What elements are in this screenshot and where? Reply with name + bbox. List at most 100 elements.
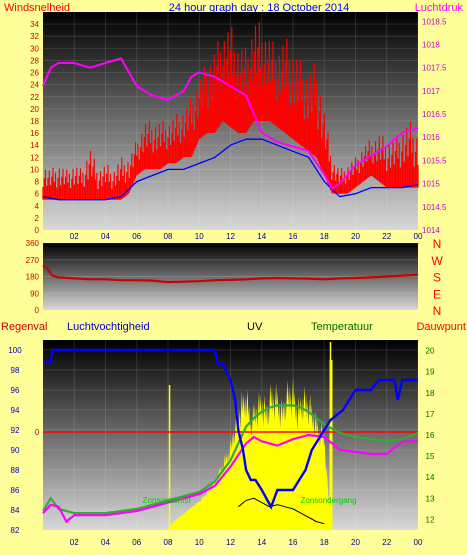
climate-time-tick-label: 06 — [132, 538, 141, 547]
wind-average-series — [42, 138, 419, 201]
pressure-tick-label: 1016 — [422, 133, 440, 142]
humidity-tick-label: 94 — [11, 406, 20, 415]
humidity-tick-label: 82 — [11, 526, 20, 535]
climate-series — [42, 342, 419, 530]
pressure-series — [42, 57, 419, 190]
sunrise-label: Zonsopkomst — [143, 496, 192, 505]
rain-label: Regenval — [1, 321, 47, 333]
humidity-label: Luchtvochtigheid — [67, 321, 150, 333]
wind-axis-label: Windsnelheid — [4, 2, 70, 14]
temperature-series — [42, 404, 419, 515]
wind-tick-label: 10 — [30, 165, 39, 174]
chart-title: 24 hour graph day : 18 October 2014 — [169, 2, 349, 14]
time-tick-label: 20 — [351, 232, 360, 241]
climate-time-tick-label: 20 — [351, 538, 360, 547]
humidity-tick-label: 86 — [11, 486, 20, 495]
wind-direction-plot-area — [43, 243, 418, 310]
time-tick-label: 04 — [101, 232, 110, 241]
climate-time-tick-label: 16 — [289, 538, 298, 547]
wind-tick-label: 26 — [30, 69, 39, 78]
wind-direction-series — [42, 264, 419, 284]
wind-tick-label: 6 — [35, 190, 40, 199]
wind-tick-label: 14 — [30, 141, 39, 150]
direction-tick-label: 360 — [26, 239, 40, 248]
wind-tick-label: 34 — [30, 20, 39, 29]
dewpoint-series — [42, 433, 418, 524]
pressure-tick-label: 1018.5 — [422, 17, 447, 26]
compass-label: S — [433, 271, 441, 285]
climate-time-tick-label: 12 — [226, 538, 235, 547]
temperature-tick-label: 20 — [426, 347, 435, 356]
wind-tick-label: 18 — [30, 117, 39, 126]
pressure-tick-label: 1017 — [422, 87, 440, 96]
wind-tick-label: 32 — [30, 32, 39, 41]
climate-time-tick-label: 04 — [101, 538, 110, 547]
pressure-tick-label: 1018 — [422, 40, 440, 49]
dewpoint-label: Dauwpunt — [416, 321, 466, 333]
temperature-tick-label: 14 — [426, 473, 435, 482]
time-tick-label: 10 — [195, 232, 204, 241]
time-tick-label: 14 — [257, 232, 266, 241]
direction-tick-label: 90 — [30, 289, 39, 298]
temperature-tick-label: 13 — [426, 494, 435, 503]
climate-time-tick-label: 10 — [195, 538, 204, 547]
humidity-series — [43, 348, 418, 510]
humidity-tick-label: 90 — [11, 446, 20, 455]
climate-time-tick-label: 18 — [320, 538, 329, 547]
sunset-bar — [329, 360, 333, 530]
temperature-tick-label: 19 — [426, 368, 435, 377]
uv-series — [168, 377, 331, 530]
wind-tick-label: 12 — [30, 153, 39, 162]
pressure-tick-label: 1014 — [422, 226, 440, 235]
wind-direction-series — [42, 264, 419, 284]
climate-time-tick-label: 22 — [382, 538, 391, 547]
rain-tick-label: 0 — [35, 428, 40, 437]
wind-pressure-series — [42, 22, 419, 201]
temperature-tick-label: 18 — [426, 389, 435, 398]
pressure-tick-label: 1015 — [422, 180, 440, 189]
pressure-tick-label: 1016.5 — [422, 110, 447, 119]
direction-tick-label: 180 — [26, 273, 40, 282]
compass-label: N — [433, 304, 442, 318]
temperature-tick-label: 15 — [426, 452, 435, 461]
time-tick-label: 06 — [132, 232, 141, 241]
climate-time-tick-label: 14 — [257, 538, 266, 547]
wind-tick-label: 22 — [30, 93, 39, 102]
compass-label: E — [433, 287, 441, 301]
humidity-tick-label: 98 — [11, 366, 20, 375]
climate-time-tick-label: 00 — [414, 538, 423, 547]
compass-label: N — [433, 237, 442, 251]
pressure-tick-label: 1017.5 — [422, 64, 447, 73]
pressure-axis-label: Luchtdruk — [415, 2, 464, 14]
time-tick-label: 02 — [70, 232, 79, 241]
time-tick-label: 00 — [414, 232, 423, 241]
temperature-tick-label: 17 — [426, 410, 435, 419]
time-tick-label: 12 — [226, 232, 235, 241]
wind-tick-label: 20 — [30, 105, 39, 114]
humidity-tick-label: 96 — [11, 386, 20, 395]
wind-tick-label: 8 — [35, 178, 40, 187]
wind-direction-gridlines — [43, 242, 418, 311]
wind-tick-label: 0 — [35, 226, 40, 235]
humidity-tick-label: 84 — [11, 506, 20, 515]
time-tick-label: 22 — [382, 232, 391, 241]
temperature-tick-label: 12 — [426, 515, 435, 524]
wind-tick-label: 2 — [35, 214, 40, 223]
time-tick-label: 08 — [164, 232, 173, 241]
time-tick-label: 18 — [320, 232, 329, 241]
wind-tick-label: 4 — [35, 202, 40, 211]
direction-tick-label: 270 — [26, 256, 40, 265]
humidity-tick-label: 88 — [11, 466, 20, 475]
pressure-tick-label: 1014.5 — [422, 203, 447, 212]
direction-tick-label: 0 — [35, 306, 40, 315]
wind-tick-label: 30 — [30, 44, 39, 53]
temperature-label: Temperatuur — [311, 321, 373, 333]
wind-tick-label: 16 — [30, 129, 39, 138]
uv-label: UV — [247, 321, 263, 333]
compass-label: W — [431, 254, 443, 268]
axis-tick-labels: 024681012141618202224262830323410141014.… — [8, 17, 447, 547]
sunset-label: Zonsondergang — [301, 496, 357, 505]
wind-tick-label: 24 — [30, 81, 39, 90]
humidity-tick-label: 100 — [8, 346, 22, 355]
